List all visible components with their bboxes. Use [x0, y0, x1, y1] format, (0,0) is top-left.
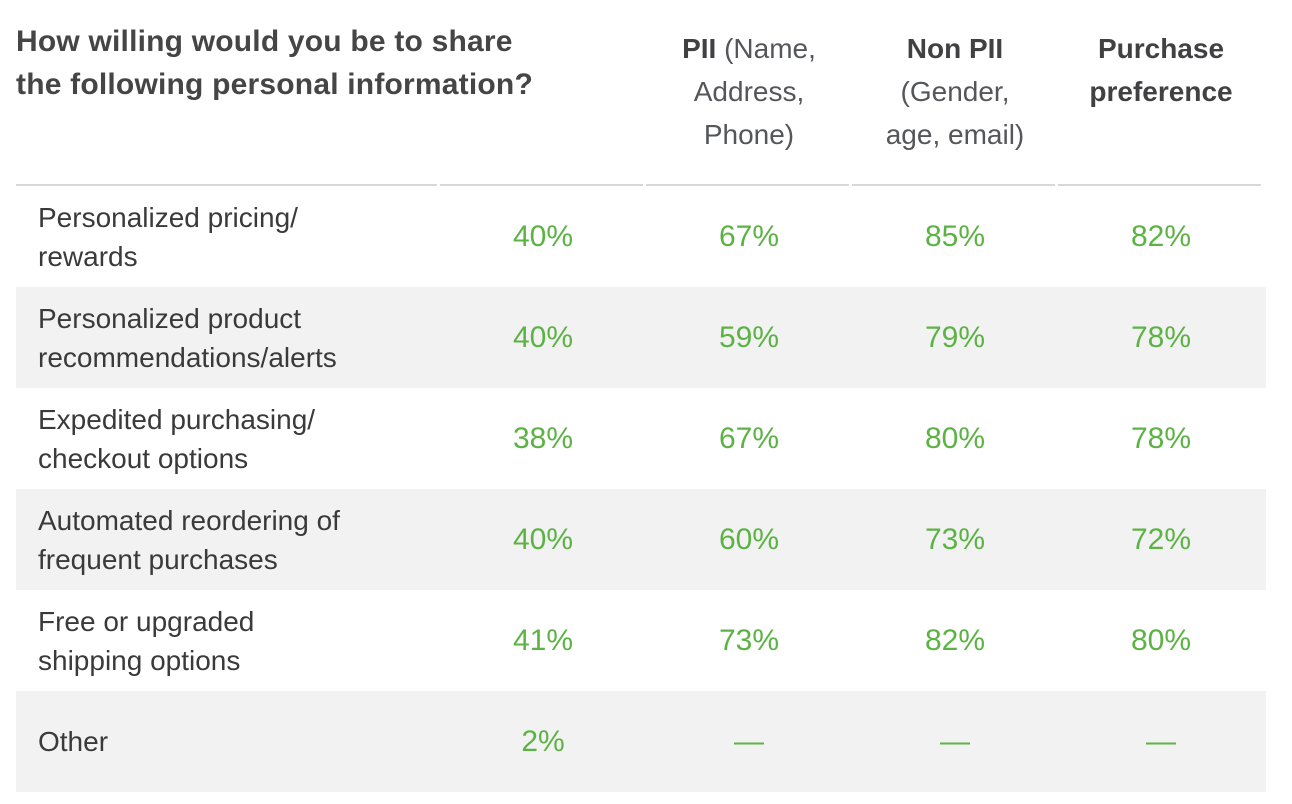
row-label: Personalized pricing/ rewards [38, 201, 298, 272]
table-row: Free or upgraded shipping options 41% 73… [16, 590, 1266, 691]
column-header-pii-bold: PII [682, 33, 717, 64]
row-label: Other [38, 726, 109, 757]
table-row: Automated reordering of frequent purchas… [16, 489, 1266, 590]
value-cell: 40% [512, 219, 574, 253]
value-cell: — [1146, 724, 1176, 758]
value-cell: 60% [718, 522, 780, 556]
value-cell: 82% [924, 623, 986, 657]
divider-segment [852, 184, 1055, 186]
row-label: Personalized product recommendations/ale… [38, 302, 337, 373]
column-header-pii-detail: (Name, Address, Phone) [693, 33, 816, 150]
table-row: Personalized product recommendations/ale… [16, 287, 1266, 388]
divider-segment [440, 184, 643, 186]
value-cell: 67% [718, 421, 780, 455]
column-header-non-pii-bold: Non PII [906, 33, 1004, 64]
row-label: Automated reordering of frequent purchas… [38, 504, 340, 575]
value-cell: 38% [512, 421, 574, 455]
column-headers: PII (Name, Address, Phone) Non PII (Gend… [646, 27, 1264, 156]
table-title: How willing would you be to share the fo… [16, 25, 533, 101]
divider-segment [646, 184, 849, 186]
divider-segment [16, 184, 437, 186]
table-row: Expedited purchasing/ checkout options 3… [16, 388, 1266, 489]
value-cell: 82% [1130, 219, 1192, 253]
value-cell: 67% [718, 219, 780, 253]
value-cell: 72% [1130, 522, 1192, 556]
column-header-purchase-preference-bold: Purchase preference [1089, 33, 1233, 107]
value-cell: 40% [512, 522, 574, 556]
column-header-non-pii-detail: (Gender, age, email) [885, 76, 1025, 150]
column-header-pii: PII (Name, Address, Phone) [646, 27, 852, 156]
value-cell: 80% [924, 421, 986, 455]
header-divider [16, 184, 1268, 186]
value-cell: 78% [1130, 421, 1192, 455]
value-cell: — [940, 724, 970, 758]
value-cell: 40% [512, 320, 574, 354]
value-cell: 80% [1130, 623, 1192, 657]
value-cell: 73% [718, 623, 780, 657]
table-header: How willing would you be to share the fo… [0, 0, 1292, 184]
table-body: Personalized pricing/ rewards 40% 67% 85… [16, 186, 1266, 792]
value-cell: 79% [924, 320, 986, 354]
table-row: Personalized pricing/ rewards 40% 67% 85… [16, 186, 1266, 287]
column-header-non-pii: Non PII (Gender, age, email) [852, 27, 1058, 156]
value-cell: 78% [1130, 320, 1192, 354]
divider-segment [1058, 184, 1261, 186]
row-label: Free or upgraded shipping options [38, 605, 255, 676]
value-cell: 85% [924, 219, 986, 253]
row-label: Expedited purchasing/ checkout options [38, 403, 316, 474]
value-cell: 59% [718, 320, 780, 354]
value-cell: — [734, 724, 764, 758]
value-cell: 73% [924, 522, 986, 556]
value-cell: 41% [512, 623, 574, 657]
column-header-purchase-preference: Purchase preference [1058, 27, 1264, 156]
value-cell: 2% [521, 724, 565, 758]
table-row: Other 2% — — — [16, 691, 1266, 792]
